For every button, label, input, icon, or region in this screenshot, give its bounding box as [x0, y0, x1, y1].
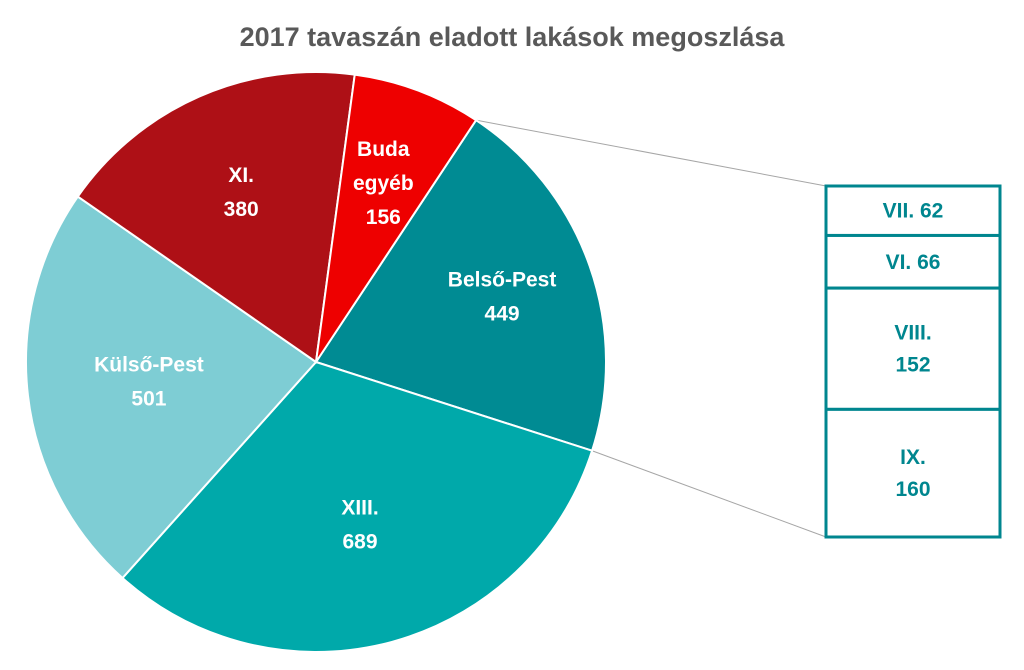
bar-label-vii: VII. 62 [883, 199, 944, 222]
pie-slice-kulso-pest [25, 195, 318, 580]
breakout-bar: VII. 62 VI. 66 VIII. 152 IX. 160 [824, 184, 1002, 539]
bar-label-viii: VIII. 152 [894, 321, 931, 376]
bar-segment-vi [824, 233, 1002, 290]
bar-segment-vii [824, 184, 1002, 237]
connector-line-top [475, 119, 827, 187]
pie-slice-xiii [121, 360, 594, 653]
pie-label-kulso-pest: Külső-Pest 501 [94, 353, 204, 410]
pie [25, 71, 607, 653]
bar-segment-ix [824, 407, 1002, 539]
pie-slice-buda-egyeb [315, 73, 478, 363]
connector-line-bottom [591, 450, 827, 538]
chart-title: 2017 tavaszán eladott lakások megoszlása [240, 22, 786, 52]
pie-labels: Belső-Pest 449 XIII. 689 Külső-Pest 501 XI. 380… [94, 137, 556, 553]
bar-label-vi: VI. 66 [886, 250, 941, 273]
pie-label-xiii: XIII. 689 [341, 496, 378, 553]
bar-segment-viii [824, 286, 1002, 411]
pie-label-buda-egyeb: Buda egyéb 156 [353, 137, 414, 228]
pie-label-belso-pest: Belső-Pest 449 [448, 268, 557, 325]
connector-lines [475, 119, 827, 538]
pie-label-xi: XI. 380 [224, 164, 259, 221]
pie-slice-xi [76, 71, 356, 364]
bar-label-ix: IX. 160 [895, 446, 930, 501]
pie-slice-belso-pest [314, 118, 607, 452]
